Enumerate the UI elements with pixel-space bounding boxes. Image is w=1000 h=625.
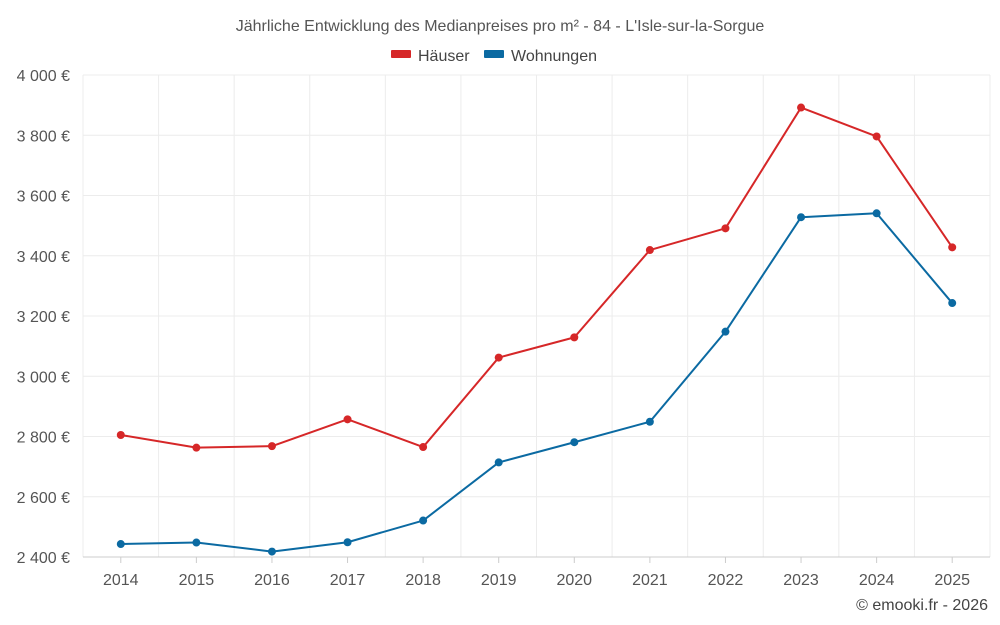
series-line-houses [120, 106, 954, 449]
point-houses-2022[interactable] [721, 224, 730, 233]
point-houses-2015[interactable] [192, 443, 201, 452]
legend: Häuser Wohnungen [391, 48, 597, 65]
point-apartments-2017[interactable] [343, 538, 352, 547]
x-tick-label: 2016 [254, 572, 290, 589]
point-apartments-2018[interactable] [419, 516, 428, 525]
x-tick-label: 2014 [103, 572, 139, 589]
point-apartments-2024[interactable] [872, 209, 881, 218]
legend-swatch-apartments [484, 50, 504, 58]
legend-label-houses[interactable]: Häuser [418, 48, 470, 65]
point-apartments-2025[interactable] [948, 299, 957, 308]
y-tick-label: 2 400 € [17, 550, 70, 567]
chart-title: Jährliche Entwicklung des Medianpreises … [236, 18, 765, 35]
x-tick-label: 2021 [632, 572, 668, 589]
x-tick-label: 2017 [330, 572, 366, 589]
y-tick-label: 3 000 € [17, 369, 70, 386]
x-tick-label: 2025 [934, 572, 970, 589]
point-apartments-2019[interactable] [494, 458, 503, 467]
point-houses-2025[interactable] [948, 243, 957, 252]
x-tick-label: 2019 [481, 572, 517, 589]
credit: © emooki.fr - 2026 [856, 597, 988, 614]
y-tick-label: 3 600 € [17, 189, 70, 206]
x-tick-label: 2024 [859, 572, 895, 589]
point-houses-2016[interactable] [267, 442, 276, 451]
x-tick-label: 2015 [179, 572, 215, 589]
x-tick-label: 2020 [556, 572, 592, 589]
y-tick-label: 4 000 € [17, 68, 70, 85]
x-tick-label: 2018 [405, 572, 441, 589]
point-houses-2014[interactable] [116, 430, 125, 439]
point-apartments-2014[interactable] [116, 540, 125, 549]
point-apartments-2023[interactable] [797, 213, 806, 222]
point-apartments-2016[interactable] [267, 547, 276, 556]
x-tick-label: 2022 [708, 572, 744, 589]
y-tick-label: 2 600 € [17, 490, 70, 507]
point-apartments-2021[interactable] [645, 417, 654, 426]
series-line-apartments [120, 212, 953, 553]
point-apartments-2020[interactable] [570, 438, 579, 447]
point-houses-2020[interactable] [570, 333, 579, 342]
grid [82, 74, 991, 557]
series-layer [116, 103, 957, 556]
y-tick-label: 3 800 € [17, 128, 70, 145]
y-tick-label: 3 200 € [17, 309, 70, 326]
x-tick-label: 2023 [783, 572, 819, 589]
y-tick-label: 2 800 € [17, 430, 70, 447]
point-houses-2024[interactable] [872, 132, 881, 141]
legend-label-apartments[interactable]: Wohnungen [511, 48, 597, 65]
point-houses-2019[interactable] [494, 353, 503, 362]
point-houses-2023[interactable] [797, 103, 806, 112]
y-axis: 2 400 € 2 600 € 2 800 € 3 000 € 3 200 € 3 400… [17, 68, 70, 567]
point-houses-2021[interactable] [645, 246, 654, 255]
point-houses-2017[interactable] [343, 415, 352, 424]
x-axis: 2014 2015 2016 2017 2018 2019 2020 2021 2022 2023… [83, 556, 990, 589]
y-tick-label: 3 400 € [17, 249, 70, 266]
point-apartments-2015[interactable] [192, 538, 201, 547]
point-houses-2018[interactable] [419, 443, 428, 452]
legend-swatch-houses [391, 50, 411, 58]
point-apartments-2022[interactable] [721, 327, 730, 336]
